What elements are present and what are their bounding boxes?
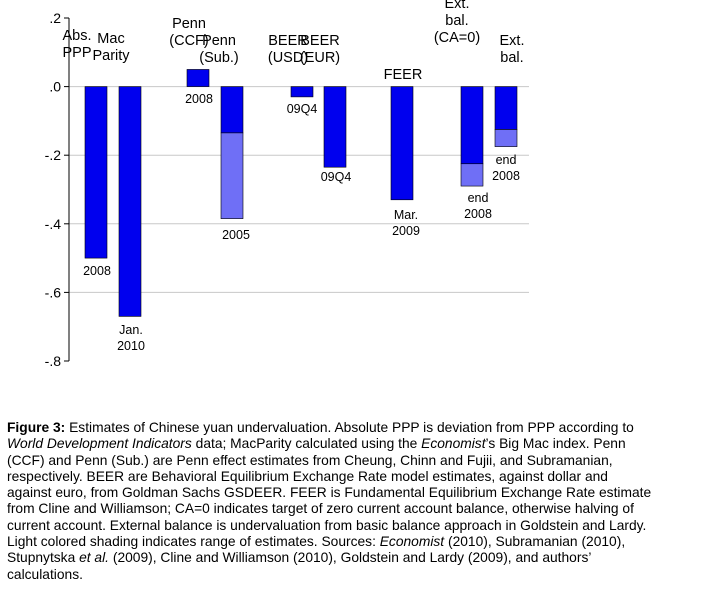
category-label: Mac Parity	[92, 31, 130, 64]
bar	[118, 86, 142, 317]
caption-text: calculations.	[7, 566, 83, 582]
bars	[84, 69, 518, 317]
caption-text: data; MacParity calculated using the	[191, 436, 422, 452]
bar	[84, 86, 108, 259]
caption-text: Economist	[379, 534, 445, 550]
caption-text: (CCF) and Penn (Sub.) are Penn effect es…	[7, 452, 613, 468]
category-label: Ext. bal.	[500, 33, 525, 66]
caption-line: current account. External balance is und…	[7, 518, 719, 534]
bar-annotations: 2008 Jan. 2010 2008 2005 09Q4 09Q4 Mar. 2009 end 2…	[83, 92, 520, 353]
caption-line: Light colored shading indicates range of…	[7, 534, 719, 550]
bar-annotation: 09Q4	[287, 102, 318, 116]
bar-annotation: Mar. 2009	[392, 208, 420, 238]
caption-text: Estimates of Chinese yuan undervaluation…	[65, 420, 634, 435]
caption-text: (2010), Subramanian (2010),	[444, 534, 626, 550]
y-axis: .2 .0 -.2 -.4 -.6 -.8	[45, 10, 70, 369]
caption-line: World Development Indicators data; MacPa…	[7, 436, 719, 452]
caption-line: against euro, from Goldman Sachs GSDEER.…	[7, 485, 719, 501]
plot-background	[69, 18, 529, 361]
bar-range	[494, 129, 518, 147]
bar	[390, 86, 414, 201]
caption-text: Light colored shading indicates range of…	[7, 534, 380, 550]
bar-annotation: Jan. 2010	[117, 323, 145, 353]
caption-text: Economist	[421, 436, 486, 452]
bar	[460, 86, 484, 165]
bar	[290, 86, 314, 98]
category-label: BEER (USD)	[268, 33, 308, 66]
y-tick-label: -.2	[45, 147, 62, 163]
category-label: Ext. bal. (CA=0)	[434, 0, 480, 46]
bar-annotation: end 2008	[492, 153, 520, 183]
caption-line: from Cline and Williamson; CA=0 indicate…	[7, 501, 719, 517]
bar-annotation: 2008	[83, 264, 111, 278]
caption-text: current account. External balance is und…	[7, 517, 647, 533]
grid-lines	[69, 86, 529, 293]
caption-text: et al.	[79, 550, 110, 566]
bar-annotation: 09Q4	[321, 170, 352, 184]
caption-line: calculations.	[7, 567, 719, 583]
y-tick-label: -.6	[45, 284, 62, 300]
caption-line: Figure 3: Estimates of Chinese yuan unde…	[7, 420, 719, 436]
figure-caption: Figure 3: Estimates of Chinese yuan unde…	[7, 420, 719, 583]
bar	[186, 69, 210, 87]
caption-line: respectively. BEER are Behavioral Equili…	[7, 469, 719, 485]
category-label: Penn (CCF)	[169, 16, 208, 49]
caption-text: World Development Indicators	[7, 436, 192, 452]
caption-text: Stupnytska	[7, 550, 80, 566]
bar	[323, 86, 347, 168]
bar-annotation: end 2008	[464, 191, 492, 221]
caption-text: Figure 3:	[7, 420, 66, 435]
category-label: Abs. PPP	[62, 28, 91, 61]
caption-text: (2009), Cline and Williamson (2010), Gol…	[109, 550, 592, 566]
bar	[494, 86, 518, 130]
category-label: BEER (EUR)	[300, 33, 340, 66]
bar-range	[460, 163, 484, 187]
caption-line: Stupnytska et al. (2009), Cline and Will…	[7, 550, 719, 566]
y-tick-label: -.8	[45, 353, 62, 369]
bar-annotation: 2008	[185, 92, 213, 106]
y-tick-label: -.4	[45, 216, 62, 232]
caption-text: respectively. BEER are Behavioral Equili…	[7, 468, 608, 484]
y-tick-label: .2	[49, 10, 61, 26]
caption-text: against euro, from Goldman Sachs GSDEER.…	[7, 485, 652, 501]
category-label: Penn (Sub.)	[199, 33, 239, 66]
bar-annotation: 2005	[222, 228, 250, 242]
bar-range	[220, 132, 244, 219]
caption-line: (CCF) and Penn (Sub.) are Penn effect es…	[7, 453, 719, 469]
y-tick-label: .0	[49, 79, 61, 95]
caption-text: from Cline and Williamson; CA=0 indicate…	[7, 501, 634, 517]
caption-text: ’s Big Mac index. Penn	[485, 436, 626, 452]
bar	[220, 86, 244, 134]
category-label: FEER	[384, 67, 423, 83]
